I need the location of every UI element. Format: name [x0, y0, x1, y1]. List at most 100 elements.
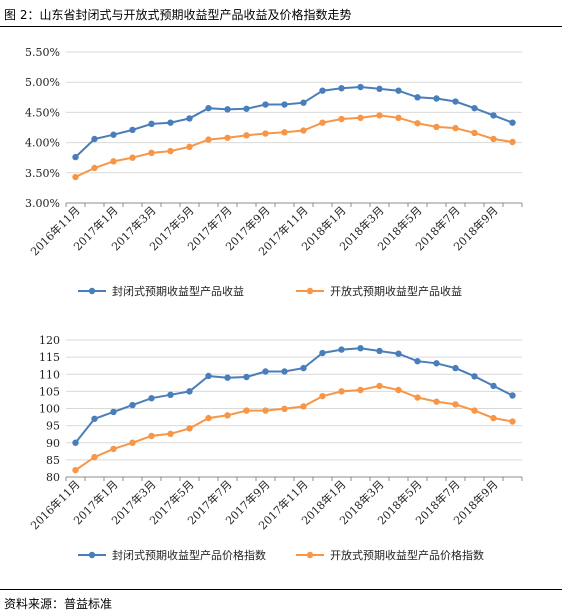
data-point-s0: [186, 388, 193, 395]
data-point-s1: [300, 403, 307, 410]
data-point-s1: [357, 386, 364, 394]
data-point-s0: [509, 392, 516, 399]
legend-marker-1: [306, 287, 314, 295]
data-point-s0: [110, 408, 117, 416]
y-tick-label: 90: [46, 437, 60, 450]
data-point-s1: [281, 405, 288, 413]
data-point-s0: [262, 368, 269, 375]
data-point-s1: [243, 407, 250, 414]
data-point-s1: [262, 130, 269, 137]
y-tick-label: 5.00%: [25, 76, 60, 89]
data-point-s0: [129, 126, 136, 134]
data-point-s1: [509, 418, 516, 425]
data-point-s0: [129, 401, 136, 409]
data-point-s0: [300, 364, 307, 372]
data-point-s1: [243, 132, 250, 139]
data-point-s0: [414, 358, 421, 365]
data-point-s1: [376, 112, 383, 119]
data-point-s0: [243, 105, 250, 112]
data-point-s1: [110, 445, 117, 453]
y-tick-label: 110: [39, 368, 60, 381]
data-point-s0: [376, 347, 383, 355]
data-point-s0: [319, 349, 326, 357]
legend-label-0: 封闭式预期收益型产品收益: [112, 284, 244, 298]
data-point-s1: [452, 401, 459, 408]
data-point-s0: [148, 395, 155, 402]
data-point-s1: [471, 129, 478, 137]
data-point-s1: [338, 388, 345, 395]
data-point-s1: [433, 123, 440, 131]
data-point-s1: [224, 412, 231, 419]
legend-label-0: 封闭式预期收益型产品价格指数: [112, 548, 266, 562]
data-point-s1: [471, 407, 478, 414]
data-point-s1: [72, 173, 79, 181]
y-tick-label: 3.00%: [25, 197, 60, 210]
data-point-s0: [205, 372, 212, 380]
data-point-s1: [91, 164, 98, 172]
data-point-s0: [509, 119, 516, 126]
data-point-s1: [262, 407, 269, 414]
data-point-s1: [72, 466, 79, 474]
data-point-s0: [281, 368, 288, 375]
data-point-s0: [490, 382, 497, 390]
data-point-s0: [224, 106, 231, 113]
data-point-s1: [414, 120, 421, 127]
data-point-s1: [167, 430, 174, 438]
data-point-s1: [205, 414, 212, 422]
y-tick-label: 5.50%: [25, 46, 60, 59]
data-point-s1: [91, 453, 98, 461]
data-point-s1: [319, 119, 326, 126]
data-point-s0: [395, 87, 402, 94]
data-point-s0: [471, 104, 478, 112]
data-point-s0: [167, 119, 174, 126]
data-point-s0: [72, 153, 79, 161]
data-point-s1: [110, 158, 117, 165]
series-line-1: [74, 384, 513, 472]
data-point-s0: [357, 83, 364, 91]
data-point-s1: [281, 129, 288, 136]
data-point-s1: [148, 432, 155, 440]
y-tick-label: 115: [39, 351, 60, 364]
x-tick-label: 2016年11月: [27, 477, 82, 532]
data-point-s0: [395, 350, 402, 357]
data-point-s0: [338, 85, 345, 92]
source-note: 资料来源：普益标准: [4, 597, 113, 611]
data-point-s0: [433, 360, 440, 367]
data-point-s1: [433, 398, 440, 405]
data-point-s1: [129, 439, 136, 446]
data-point-s0: [91, 415, 98, 422]
legend-label-1: 开放式预期收益型产品收益: [330, 284, 462, 298]
figure-title: 图 2：山东省封闭式与开放式预期收益型产品收益及价格指数走势: [4, 8, 352, 22]
y-tick-label: 100: [39, 403, 60, 416]
data-point-s1: [319, 392, 326, 400]
legend-marker-0: [88, 287, 96, 295]
data-point-s1: [167, 147, 174, 155]
data-point-s0: [357, 345, 364, 352]
y-tick-label: 85: [46, 454, 60, 467]
data-point-s1: [490, 414, 497, 422]
data-point-s0: [471, 373, 478, 380]
data-point-s1: [148, 149, 155, 157]
series-line-1: [75, 114, 513, 178]
data-point-s1: [376, 382, 383, 390]
data-point-s0: [452, 364, 459, 372]
y-tick-label: 4.50%: [25, 106, 60, 119]
legend-marker-1: [306, 551, 314, 559]
data-point-s1: [357, 114, 364, 122]
data-point-s0: [300, 99, 307, 106]
data-point-s1: [509, 138, 516, 146]
data-point-s0: [148, 120, 155, 128]
x-tick-label: 2016年11月: [27, 203, 82, 258]
data-point-s0: [167, 391, 174, 398]
series-line-0: [74, 85, 513, 158]
data-point-s1: [490, 135, 497, 143]
data-point-s1: [414, 394, 421, 401]
data-point-s1: [224, 134, 231, 141]
data-point-s0: [262, 101, 269, 108]
top-rule: [0, 26, 562, 27]
series-line-0: [74, 347, 513, 444]
data-point-s0: [224, 374, 231, 381]
data-point-s1: [186, 425, 193, 432]
legend-marker-0: [88, 551, 96, 559]
data-point-s0: [338, 346, 345, 353]
